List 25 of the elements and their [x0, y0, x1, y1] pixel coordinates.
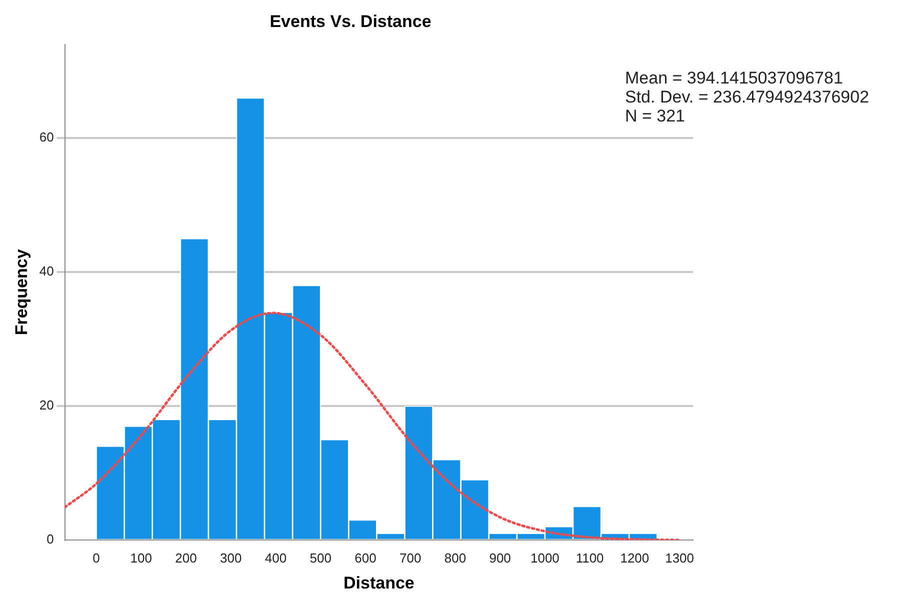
x-tick-label: 700	[399, 550, 422, 566]
x-axis-title: Distance	[343, 573, 414, 592]
annotation: Std. Dev. = 236.4794924376902	[625, 88, 870, 107]
y-tick-label: 0	[46, 532, 54, 547]
x-tick-label: 900	[489, 550, 511, 566]
y-axis-title: Frequency	[12, 248, 31, 336]
line-series	[64, 312, 681, 540]
x-tick-label: 1200	[620, 550, 650, 566]
y-tick-label: 60	[39, 130, 54, 145]
x-tick-label: 0	[92, 550, 100, 566]
x-tick-label: 1000	[530, 550, 560, 566]
annotation: N = 321	[625, 106, 686, 126]
y-tick-label: 20	[39, 398, 54, 413]
x-tick-label: 1100	[576, 550, 604, 566]
x-tick-label: 600	[354, 550, 376, 566]
chart-title: Events Vs. Distance	[270, 12, 432, 31]
x-tick-label: 300	[220, 550, 242, 566]
x-tick-label: 800	[444, 550, 466, 566]
y-tick-label: 40	[39, 264, 54, 279]
x-tick-label: 500	[310, 550, 332, 566]
x-tick-label: 200	[175, 550, 197, 566]
x-tick-label: 400	[264, 550, 287, 566]
x-tick-label: 1300	[665, 550, 694, 566]
annotation: Mean = 394.1415037096781	[625, 68, 843, 88]
x-tick-label: 100	[130, 550, 152, 566]
